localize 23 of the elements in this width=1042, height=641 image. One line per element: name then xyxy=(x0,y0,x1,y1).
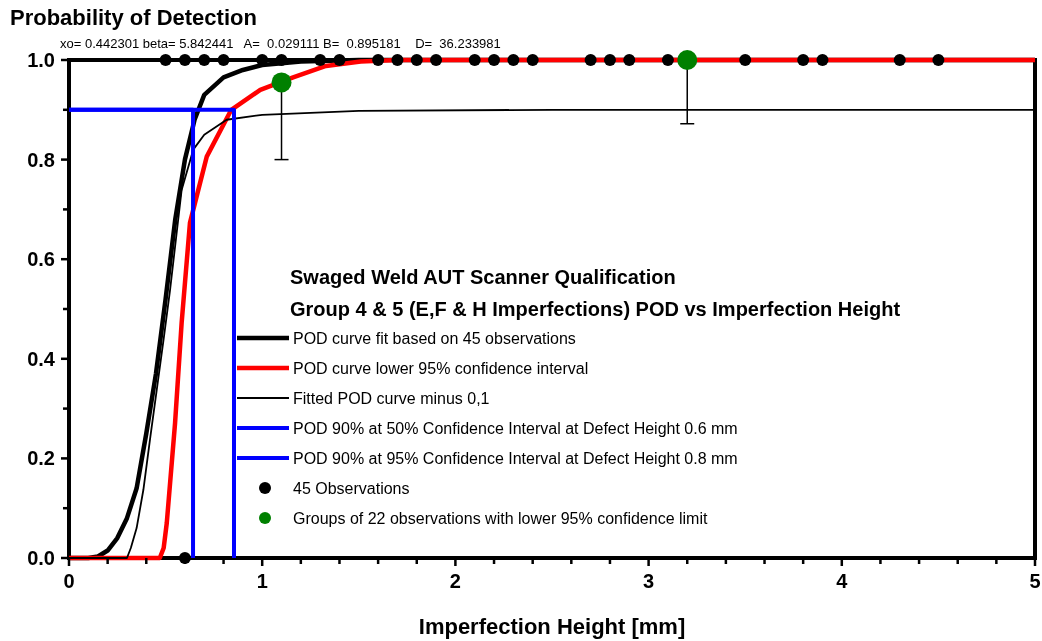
y-tick-label: 1.0 xyxy=(27,49,55,71)
x-tick-label: 0 xyxy=(63,570,75,592)
y-tick-label: 0.0 xyxy=(27,547,55,569)
y-tick-label: 0.2 xyxy=(27,447,55,470)
x-tick-label: 3 xyxy=(643,570,655,592)
x-tick-label: 4 xyxy=(836,570,849,592)
legend-label: 45 Observations xyxy=(293,480,410,497)
chart-title: Probability of Detection xyxy=(10,5,257,30)
x-axis-title: Imperfection Height [mm] xyxy=(418,614,686,639)
chart-subtitle: xo= 0.442301 beta= 5.842441 A= 0.029111 B= 0.895181 D= 36.233981 xyxy=(60,36,501,51)
legend-label: POD 90% at 50% Confidence Interval at Defect Height 0.6 mm xyxy=(293,420,738,437)
legend-label: POD curve lower 95% confidence interval xyxy=(293,360,589,377)
x-tick-label: 1 xyxy=(256,570,268,592)
legend-label: POD 90% at 95% Confidence Interval at Defect Height 0.8 mm xyxy=(293,450,738,467)
legend-label: Fitted POD curve minus 0,1 xyxy=(293,390,490,407)
y-tick-label: 0.8 xyxy=(27,148,55,171)
x-tick-label: 2 xyxy=(449,570,461,592)
legend-title: Swaged Weld AUT Scanner Qualification Group 4 & 5 (E,F & H Imperfections) POD vs Imperfection Height xyxy=(290,266,901,320)
legend-label: Groups of 22 observations with lower 95% confidence limit xyxy=(293,510,708,527)
legend-label: POD curve fit based on 45 observations xyxy=(293,330,576,347)
y-tick-label: 0.6 xyxy=(27,248,55,271)
y-tick-label: 0.4 xyxy=(27,347,56,370)
x-tick-label: 5 xyxy=(1029,570,1041,592)
